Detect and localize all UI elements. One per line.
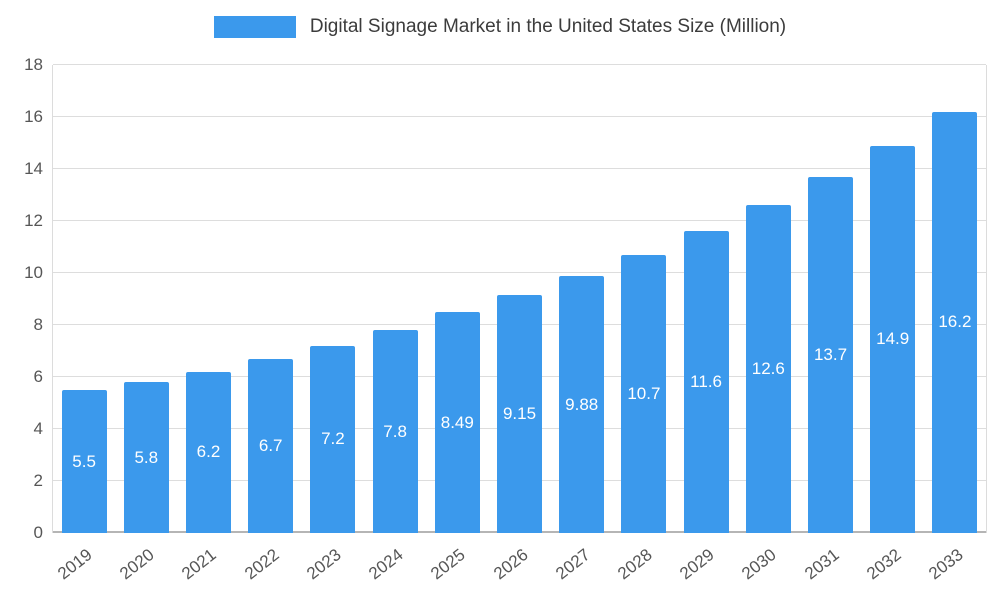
x-axis-tick-label: 2031 (800, 545, 843, 584)
bar-2022: 6.7 (248, 358, 294, 533)
bar-2026: 9.15 (497, 295, 542, 533)
y-axis-tick-label: 14 (24, 159, 43, 178)
bar-value-label: 12.6 (751, 359, 785, 379)
x-axis-tick-label: 2030 (738, 545, 780, 584)
x-axis-tick-label: 2021 (178, 545, 221, 584)
y-axis-tick-label: 4 (33, 419, 43, 438)
y-axis-tick-label: 18 (24, 55, 43, 74)
bar-2019: 5.5 (61, 390, 107, 533)
x-axis-tick-label: 2025 (427, 545, 469, 584)
bar-2033: 16.2 (932, 111, 978, 533)
bar-value-label: 7.2 (321, 429, 345, 449)
x-axis-tick-label: 2032 (862, 545, 905, 584)
x-axis-tick-label: 2026 (489, 545, 532, 584)
bar-value-label: 5.5 (72, 451, 96, 471)
bar-2024: 7.8 (372, 330, 418, 533)
bar-value-label: 9.15 (502, 404, 537, 424)
legend-swatch[interactable] (213, 16, 296, 38)
bar-value-label: 5.8 (134, 447, 159, 467)
gridline (53, 220, 986, 222)
bar-value-label: 13.7 (813, 344, 848, 364)
bar-2025: 8.49 (434, 312, 480, 533)
x-axis-tick-label: 2024 (365, 545, 407, 584)
x-axis-tick-label: 2033 (925, 545, 967, 584)
bar-2031: 13.7 (808, 176, 853, 533)
bar-2027: 9.88 (559, 276, 605, 533)
bar-value-label: 11.6 (690, 372, 723, 392)
bar-value-label: 14.9 (876, 329, 910, 349)
gridline (53, 168, 986, 169)
y-axis-tick-label: 10 (24, 263, 43, 282)
x-axis-tick-label: 2020 (116, 545, 158, 584)
y-axis-tick-label: 8 (33, 315, 43, 334)
y-axis-tick-label: 6 (33, 367, 43, 387)
x-axis-tick-label: 2027 (551, 545, 594, 584)
y-axis-tick-label: 0 (33, 523, 43, 542)
bar-value-label: 9.88 (565, 394, 599, 414)
x-axis-tick-label: 2028 (614, 545, 656, 584)
bar-2030: 12.6 (745, 205, 791, 533)
chart-title: Digital Signage Market in the United Sta… (309, 16, 787, 37)
x-axis-tick-label: 2019 (54, 545, 96, 584)
x-axis-tick-label: 2022 (240, 545, 283, 584)
bar-value-label: 10.7 (627, 383, 661, 403)
bar-value-label: 6.2 (196, 442, 221, 462)
bar-value-label: 16.2 (938, 312, 972, 332)
gridline (53, 272, 986, 273)
bar-2023: 7.2 (310, 345, 356, 533)
legend[interactable]: Digital Signage Market in the United Sta… (0, 16, 1000, 38)
bar-value-label: 6.7 (258, 435, 283, 455)
y-axis-tick-label: 12 (24, 211, 43, 231)
y-axis-tick-label: 16 (24, 107, 43, 126)
x-axis-tick-label: 2023 (303, 545, 345, 584)
gridline (53, 64, 986, 65)
gridline (53, 116, 986, 117)
y-axis-tick-label: 2 (33, 471, 43, 490)
bar-value-label: 8.49 (440, 412, 474, 432)
bar-2020: 5.8 (123, 382, 169, 533)
x-axis-tick-label: 2029 (676, 545, 718, 584)
bar-2029: 11.6 (683, 231, 729, 533)
bar-2028: 10.7 (621, 254, 667, 533)
bar-2032: 14.9 (870, 145, 916, 533)
bar-2021: 6.2 (185, 371, 231, 533)
plot-area: 0 2 4 6 8 10 12 14 16 18 5.5 2019 5.8 2020 6.2 2021 6.7 2… (24, 55, 987, 583)
bar-value-label: 7.8 (383, 421, 407, 441)
